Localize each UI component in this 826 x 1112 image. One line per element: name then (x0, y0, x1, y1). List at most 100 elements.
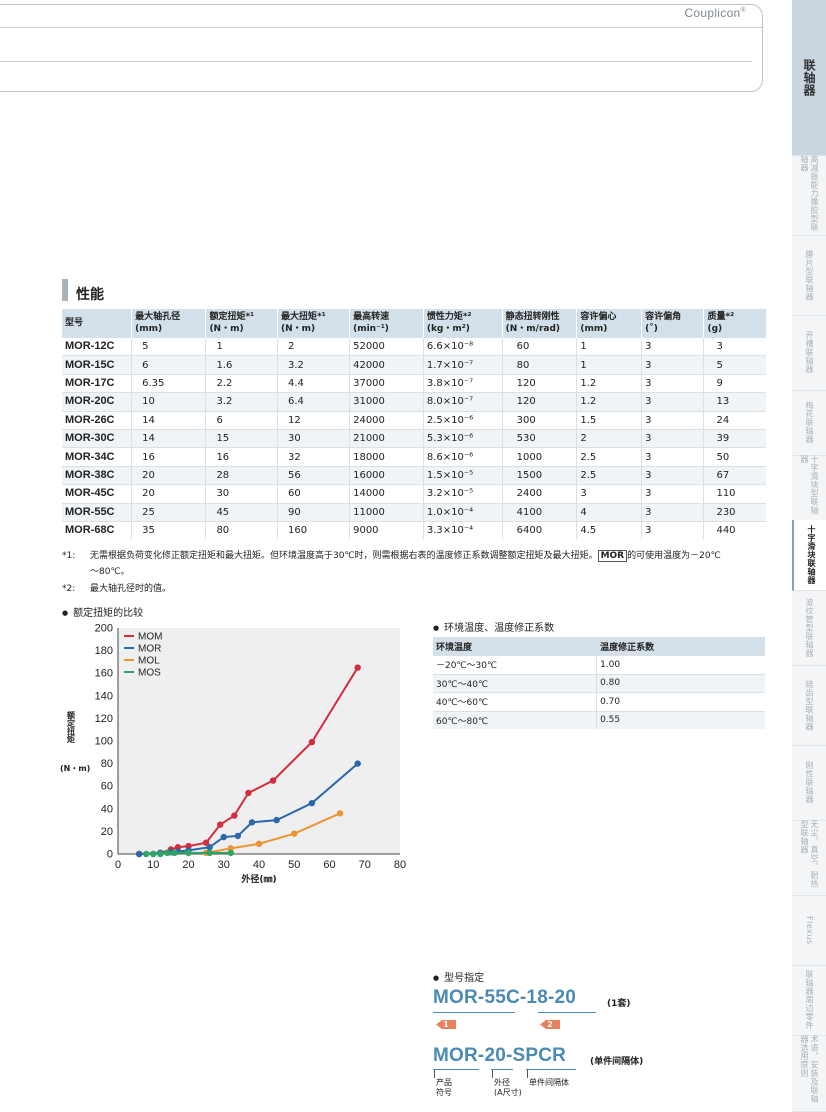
value-cell: 3.2×10⁻⁵ (422, 484, 503, 504)
table-row: MOR-38C 20 28 56 16000 1.5×10⁻⁵ 1500 2.5 3 67 (62, 465, 766, 485)
value-cell: 8.0×10⁻⁷ (422, 392, 503, 412)
model-cell: MOR-12C (62, 336, 132, 356)
y-axis-unit: (N・m) (60, 764, 90, 773)
value-cell: 3 (641, 502, 704, 522)
value-cell: 80 (501, 355, 577, 375)
temperature-correction-table: 环境温度 温度修正系数 －20℃～30℃ 1.00 30℃～40℃ 0.80 40℃～60… (433, 637, 765, 729)
side-tab-0[interactable]: 联轴器 (792, 0, 826, 156)
label-leader (434, 1070, 435, 1078)
data-point-mor (248, 819, 256, 826)
data-point-mos (143, 850, 150, 858)
side-tab-label: 术语、安装及联轴器选用原则 (800, 1035, 819, 1103)
data-point-mos (150, 850, 157, 858)
side-tab-3[interactable]: 开槽联轴器 (792, 315, 826, 391)
spec-col-header: 容许偏角 (˚) (641, 309, 704, 338)
value-cell: 2400 (501, 484, 577, 504)
value-cell: 5.3×10⁻⁶ (422, 428, 503, 448)
value-cell: 14 (131, 428, 206, 448)
table-row: MOR-26C 14 6 12 24000 2.5×10⁻⁶ 300 1.5 3 24 (62, 410, 766, 430)
side-tab-13[interactable]: 术语、安装及联轴器选用原则 (792, 1035, 826, 1112)
side-tab-1[interactable]: 高减振能力橡胶型联轴器 (792, 155, 826, 236)
spec-marker-1: 1 (436, 1020, 456, 1029)
value-cell: 52000 (349, 336, 424, 356)
legend-entry: MOL (138, 656, 160, 667)
brand-logo: Couplicon® (684, 6, 746, 20)
side-tab-label: 十字滑块联轴器 (807, 525, 816, 585)
value-cell: 3 (641, 520, 704, 540)
value-cell: 25 (131, 502, 206, 522)
value-cell: 9 (703, 373, 766, 393)
value-cell: 3 (641, 484, 704, 504)
model-cell: MOR-26C (62, 410, 132, 430)
value-cell: 4100 (501, 502, 577, 522)
value-cell: 4 (576, 502, 642, 522)
section-marker (62, 279, 68, 301)
side-tab-7[interactable]: 波纹管型联轴器 (792, 590, 826, 666)
spec-col-header: 最高转速 (min⁻¹) (349, 309, 424, 338)
value-cell: 160 (276, 520, 350, 540)
table-row: MOR-12C 5 1 2 52000 6.6×10⁻⁸ 60 1 3 3 (62, 336, 766, 356)
label-leader (492, 1070, 493, 1078)
y-tick-label: 200 (95, 623, 113, 635)
value-cell: 1.7×10⁻⁷ (422, 355, 503, 375)
y-tick-label: 140 (95, 690, 113, 702)
side-tab-12[interactable]: 联轴器周边零件 (792, 965, 826, 1036)
value-cell: 12 (276, 410, 350, 430)
value-cell: 14000 (349, 484, 424, 504)
value-cell: 20 (131, 484, 206, 504)
spec-col-header: 惯性力矩*² (kg・m²) (422, 309, 503, 338)
order-code-note: (单件间隔体) (590, 1057, 644, 1067)
table-row: －20℃～30℃ 1.00 (433, 655, 765, 674)
model-cell: MOR-38C (62, 465, 132, 485)
data-point-mom (245, 789, 252, 797)
model-cell: MOR-55C (62, 502, 132, 522)
env-cell: 40℃～60℃ (433, 692, 597, 711)
model-tag: MOR (597, 550, 628, 562)
side-tab-5[interactable]: 十字滑块型联轴器 (792, 455, 826, 521)
data-point-mom (231, 812, 238, 819)
side-tab-label: 十字滑块型联轴器 (800, 455, 819, 515)
side-tab-label: 联轴器 (802, 58, 816, 97)
env-col-header: 环境温度 (433, 637, 597, 656)
value-cell: 1.6 (205, 355, 278, 375)
data-point-mos (206, 849, 213, 857)
side-tab-10[interactable]: 无尘、真空、耐热型联轴器 (792, 820, 826, 896)
side-tab-9[interactable]: 刚性联轴器 (792, 745, 826, 821)
model-cell: MOR-68C (62, 520, 132, 540)
data-point-mos (171, 849, 178, 857)
side-tab-11[interactable]: Flexus (792, 895, 826, 966)
spec-marker-2: 2 (540, 1020, 560, 1029)
value-cell: 1 (205, 336, 278, 356)
x-tick-label: 80 (394, 859, 406, 871)
side-tab-6[interactable]: 十字滑块联轴器 (792, 520, 826, 591)
side-tab-4[interactable]: 梅花联轴器 (792, 390, 826, 456)
footnote-1-continued: ～80℃。 (90, 567, 130, 577)
legend-entry: MOR (138, 644, 161, 655)
value-cell: 30 (205, 484, 278, 504)
y-tick-label: 100 (95, 736, 113, 748)
value-cell: 3 (641, 355, 704, 375)
x-tick-label: 60 (323, 859, 335, 871)
value-cell: 1.5×10⁻⁵ (422, 465, 503, 485)
plot-area (118, 628, 400, 854)
data-point-mom (354, 664, 361, 671)
side-tab-label: 开槽联轴器 (805, 331, 814, 374)
table-row: MOR-68C 35 80 160 9000 3.3×10⁻⁴ 6400 4.5 3 440 (62, 520, 766, 540)
label-spacer: 单件间隔体 (529, 1078, 569, 1087)
value-cell: 1 (576, 336, 642, 356)
value-cell: 56 (276, 465, 350, 485)
value-cell: 5 (131, 336, 206, 356)
value-cell: 1.5 (576, 410, 642, 430)
side-tab-8[interactable]: 链齿型联轴器 (792, 665, 826, 746)
model-cell: MOR-20C (62, 392, 132, 412)
env-cell: 0.70 (596, 692, 765, 711)
data-point-mor (206, 844, 213, 851)
value-cell: 2.2 (205, 373, 278, 393)
side-tab-2[interactable]: 膜片型联轴器 (792, 235, 826, 316)
value-cell: 440 (703, 520, 766, 540)
value-cell: 18000 (349, 447, 424, 467)
table-row: 40℃～60℃ 0.70 (433, 692, 765, 711)
spec-col-header: 静态扭转刚性 (N・m/rad) (501, 309, 577, 338)
side-tab-label: 联轴器周边零件 (805, 970, 814, 1030)
label-leader (527, 1070, 528, 1078)
